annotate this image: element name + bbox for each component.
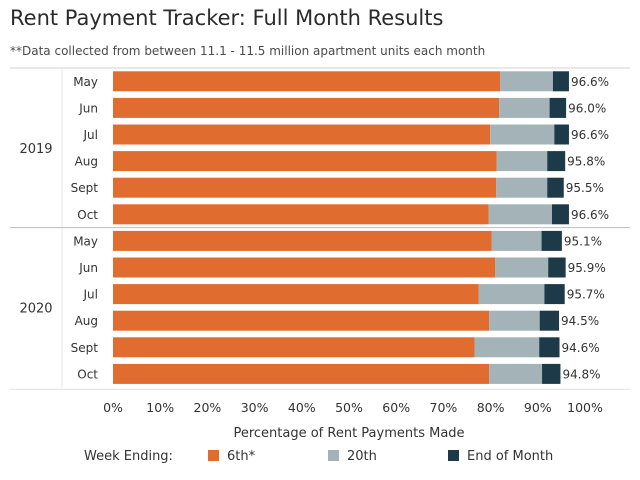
total-label: 96.6% [571, 208, 609, 222]
bar-segment-20th [489, 363, 543, 384]
bar-segment-end-of-month [547, 177, 564, 198]
bar-segment-end-of-month [548, 257, 566, 278]
legend-label-20th: 20th [347, 449, 377, 464]
total-label: 95.1% [564, 234, 602, 248]
total-label: 94.6% [562, 341, 600, 355]
bar-segment-20th [489, 310, 540, 331]
category-label: May [73, 234, 98, 248]
bar-segment-6th [113, 124, 491, 145]
legend-swatch-20th [328, 450, 339, 461]
bar-segment-end-of-month [542, 363, 561, 384]
total-label: 95.7% [567, 288, 605, 302]
bar-segment-6th [113, 71, 501, 92]
bar-segment-20th [478, 284, 545, 305]
category-label: May [73, 75, 98, 89]
category-label: Sept [71, 181, 99, 195]
bar-segment-end-of-month [539, 337, 560, 358]
bar-segment-20th [500, 71, 553, 92]
category-label: Oct [77, 367, 98, 381]
legend: Week Ending: 6th* 20th End of Month [0, 446, 640, 470]
total-label: 94.5% [561, 314, 599, 328]
bar-segment-end-of-month [552, 71, 569, 92]
bar-segment-end-of-month [544, 284, 565, 305]
total-label: 94.8% [562, 367, 600, 381]
bar-segment-20th [496, 177, 548, 198]
legend-item-end-of-month: End of Month [448, 449, 553, 464]
bar-segment-20th [496, 151, 548, 172]
category-label: Jun [78, 261, 98, 275]
category-label: Jul [83, 288, 98, 302]
legend-label-6th: 6th* [227, 449, 256, 464]
category-label: Aug [75, 314, 98, 328]
total-label: 95.9% [568, 261, 606, 275]
bar-segment-6th [113, 204, 489, 225]
x-tick-label: 40% [288, 400, 316, 415]
bar-segment-20th [474, 337, 540, 358]
x-tick-label: 0% [103, 400, 123, 415]
bar-segment-end-of-month [539, 310, 560, 331]
stacked-bar-chart: 2019 May 96.6% Jun 96.0% Jul 96.6% Aug 95.8% Sept… [10, 67, 630, 440]
x-tick-label: 80% [477, 400, 505, 415]
x-tick-label: 70% [430, 400, 458, 415]
bar-segment-end-of-month [547, 151, 566, 172]
bar-segment-6th [113, 151, 497, 172]
x-tick-label: 60% [382, 400, 410, 415]
legend-item-6th: 6th* [208, 449, 255, 464]
bar-segment-20th [490, 124, 555, 145]
bar-segment-end-of-month [549, 97, 567, 118]
x-tick-label: 100% [567, 400, 603, 415]
legend-title: Week Ending: [84, 449, 173, 464]
x-tick-label: 90% [524, 400, 552, 415]
total-label: 96.0% [568, 101, 606, 115]
x-tick-label: 20% [194, 400, 222, 415]
total-label: 96.6% [571, 75, 609, 89]
bar-segment-end-of-month [551, 204, 569, 225]
bar-segment-20th [488, 204, 552, 225]
x-axis-label: Percentage of Rent Payments Made [233, 426, 464, 440]
bar-segment-20th [499, 97, 550, 118]
chart-subtitle: **Data collected from between 11.1 - 11.… [10, 44, 486, 58]
total-label: 96.6% [571, 128, 609, 142]
x-tick-label: 10% [146, 400, 174, 415]
x-tick-label: 30% [241, 400, 269, 415]
bar-segment-6th [113, 337, 475, 358]
category-label: Jul [83, 128, 98, 142]
bar-segment-end-of-month [541, 230, 562, 251]
bar-segment-20th [491, 230, 542, 251]
group-label-2020: 2020 [19, 301, 52, 316]
bar-segment-end-of-month [554, 124, 569, 145]
legend-swatch-6th [208, 450, 219, 461]
total-label: 95.8% [567, 155, 605, 169]
category-label: Aug [75, 155, 98, 169]
total-label: 95.5% [566, 181, 604, 195]
bar-segment-6th [113, 310, 490, 331]
category-label: Oct [77, 208, 98, 222]
group-label-2019: 2019 [19, 142, 52, 157]
bar-segment-6th [113, 363, 490, 384]
chart-title: Rent Payment Tracker: Full Month Results [10, 6, 444, 30]
bar-segment-6th [113, 257, 496, 278]
legend-label-end-of-month: End of Month [467, 449, 554, 464]
legend-swatch-end-of-month [448, 450, 459, 461]
bar-segment-6th [113, 177, 497, 198]
bar-segment-6th [113, 230, 492, 251]
category-label: Sept [71, 341, 99, 355]
bar-segment-20th [495, 257, 549, 278]
bar-segment-6th [113, 97, 500, 118]
x-tick-label: 50% [335, 400, 363, 415]
category-label: Jun [78, 101, 98, 115]
bar-segment-6th [113, 284, 479, 305]
legend-item-20th: 20th [328, 449, 377, 464]
